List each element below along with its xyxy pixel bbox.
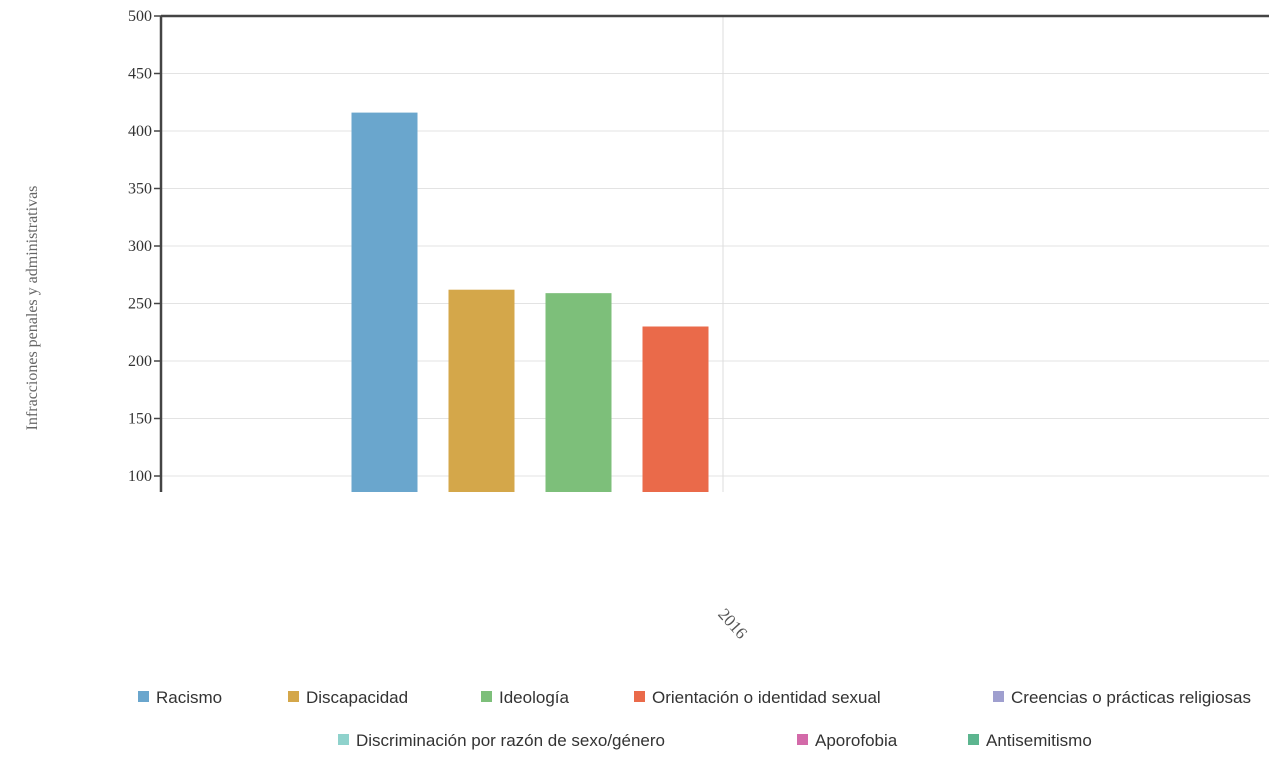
y-tick-label: 300 bbox=[128, 238, 152, 255]
y-axis-label: Infracciones penales y administrativas bbox=[24, 186, 41, 431]
bar bbox=[351, 112, 418, 492]
legend-item-label: Discapacidad bbox=[306, 688, 408, 707]
legend-swatch bbox=[288, 691, 299, 702]
legend: Racismo Discapacidad Ideología Orientación … bbox=[138, 688, 1251, 750]
y-tick-label: 100 bbox=[128, 468, 152, 485]
legend-swatch bbox=[968, 734, 979, 745]
legend-swatch bbox=[634, 691, 645, 702]
legend-item-label: Orientación o identidad sexual bbox=[652, 688, 881, 707]
legend-swatch bbox=[138, 691, 149, 702]
y-tick-label: 450 bbox=[128, 66, 152, 83]
y-tick-label: 350 bbox=[128, 181, 152, 198]
y-tick-label: 150 bbox=[128, 411, 152, 428]
legend-swatch bbox=[338, 734, 349, 745]
x-tick-label: 2016 bbox=[714, 605, 751, 643]
y-tick-label: 200 bbox=[128, 353, 152, 370]
bars bbox=[351, 112, 709, 492]
bar bbox=[545, 293, 612, 492]
y-tick-label: 400 bbox=[128, 123, 152, 140]
y-ticks: 100 150 200 250 300 350 400 450 500 bbox=[128, 8, 161, 485]
legend-item-label: Ideología bbox=[499, 688, 569, 707]
bar bbox=[448, 289, 515, 492]
legend-swatch bbox=[797, 734, 808, 745]
y-tick-label: 250 bbox=[128, 296, 152, 313]
y-tick-label: 500 bbox=[128, 8, 152, 25]
legend-item-label: Aporofobia bbox=[815, 731, 898, 750]
legend-item-label: Racismo bbox=[156, 688, 222, 707]
legend-item-label: Antisemitismo bbox=[986, 731, 1092, 750]
bar bbox=[642, 326, 709, 492]
legend-item-label: Discriminación por razón de sexo/género bbox=[356, 731, 665, 750]
gridlines bbox=[161, 73, 1269, 477]
legend-swatch bbox=[481, 691, 492, 702]
legend-swatch bbox=[993, 691, 1004, 702]
legend-item-label: Creencias o prácticas religiosas bbox=[1011, 688, 1251, 707]
